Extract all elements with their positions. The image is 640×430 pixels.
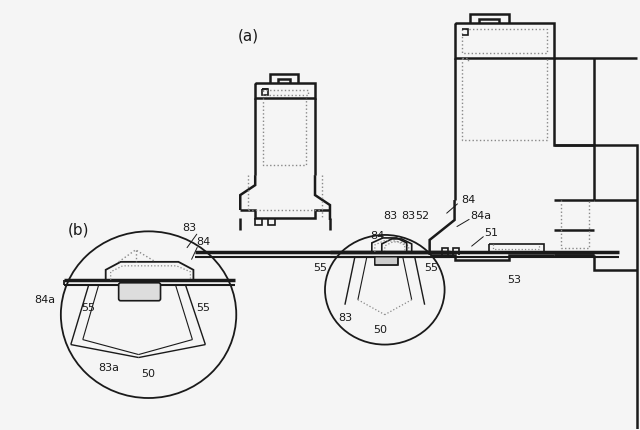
- Text: 50: 50: [373, 325, 387, 335]
- Text: 84a: 84a: [470, 211, 492, 221]
- Text: (b): (b): [68, 222, 90, 237]
- FancyBboxPatch shape: [118, 283, 161, 301]
- Text: 55: 55: [81, 303, 95, 313]
- FancyBboxPatch shape: [375, 257, 397, 265]
- Text: 51: 51: [484, 228, 499, 238]
- Text: 83a: 83a: [98, 362, 119, 372]
- Text: 83: 83: [338, 313, 352, 322]
- Text: 53: 53: [508, 275, 522, 285]
- Text: 84a: 84a: [35, 295, 56, 305]
- Text: 55: 55: [196, 303, 211, 313]
- Text: 84: 84: [370, 231, 384, 241]
- Text: 83: 83: [402, 211, 416, 221]
- Text: 83: 83: [383, 211, 397, 221]
- Text: 55: 55: [424, 263, 438, 273]
- Text: (a): (a): [237, 28, 259, 43]
- Text: 84: 84: [461, 195, 476, 205]
- Text: 55: 55: [313, 263, 327, 273]
- Text: 84: 84: [196, 237, 211, 247]
- Text: 83: 83: [182, 223, 196, 233]
- Text: 52: 52: [415, 211, 429, 221]
- Text: 50: 50: [141, 369, 156, 380]
